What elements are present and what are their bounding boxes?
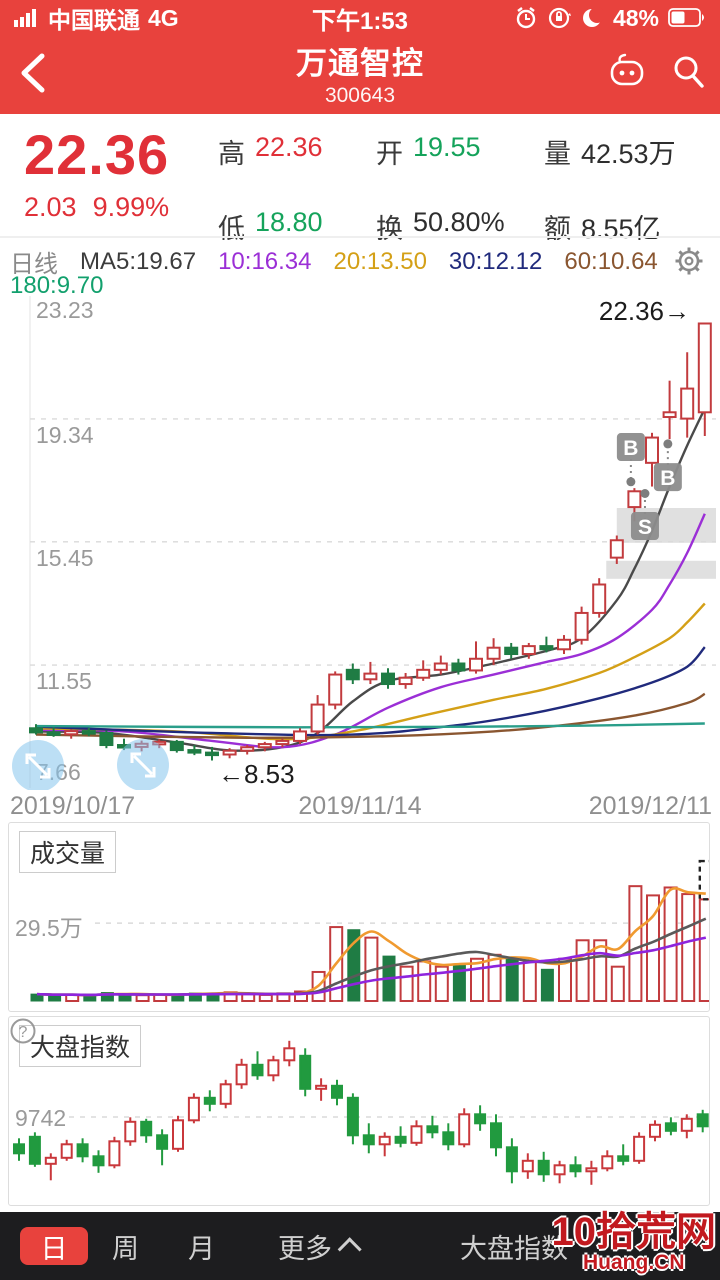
index-pane[interactable]: 大盘指数 9742 ? (8, 1016, 710, 1206)
chevron-up-icon (337, 1236, 362, 1261)
nav-right-icons (606, 52, 706, 90)
tab-monthly[interactable]: 月 (188, 1233, 215, 1264)
ma60-label: 60:10.64 (564, 247, 658, 275)
svg-text:?: ? (19, 1024, 28, 1041)
watermark-line2: Huang.CN (583, 1251, 685, 1274)
back-icon[interactable] (16, 50, 52, 96)
alarm-icon (516, 7, 536, 29)
stock-code: 300643 (324, 84, 396, 107)
stat-amount: 额 8.55亿 (544, 214, 661, 244)
stat-low: 低 18.80 (218, 207, 323, 244)
moon-icon (582, 7, 604, 27)
date-end: 2019/12/11 (588, 792, 712, 820)
toggle-index-pane[interactable]: 大盘指数 (460, 1233, 568, 1264)
period-label: 日线 (10, 251, 58, 278)
change-value: 2.03 (24, 192, 77, 222)
ma-line-2: 180:9.70 (10, 272, 103, 300)
ma180-label: 180:9.70 (10, 272, 104, 299)
page-title: 万通智控 (296, 46, 424, 81)
stat-volume: 量 42.53万 (544, 139, 676, 169)
quote-panel: 22.36 2.03 9.99% 高 22.36 开 19.55 量 42.53万 低… (0, 114, 720, 244)
clock-label: 下午1:53 (311, 7, 409, 35)
svg-text:22.36→: 22.36→ (599, 296, 690, 326)
date-start: 2019/10/17 (10, 792, 136, 820)
date-axis: 2019/10/17 2019/11/14 2019/12/11 (0, 792, 720, 822)
quote-stats-grid: 高 22.36 开 19.55 量 42.53万 低 18.80 换 50.80% 额 8.… (218, 132, 720, 246)
index-pane-title: 大盘指数 (19, 1025, 142, 1067)
watermark-line1: 10拾荒网 (551, 1210, 717, 1254)
last-price: 22.36 (24, 123, 170, 186)
site-watermark: 10拾荒网 Huang.CN (552, 1212, 717, 1273)
volume-axis-tick: 29.5万 (15, 915, 83, 941)
volume-pane-title: 成交量 (19, 831, 117, 873)
ma30-label: 30:12.12 (448, 247, 543, 275)
svg-text:11.55: 11.55 (36, 668, 92, 694)
status-left: 中国联通 4G (14, 1, 179, 35)
stat-turnover: 换 50.80% (376, 207, 505, 244)
signal-icon (14, 9, 36, 27)
top-red-area: 中国联通 4G 下午1:53 (0, 0, 720, 114)
ma20-label: 20:13.50 (333, 247, 427, 275)
ma-indicator-bar: 日线 MA5:19.67 10:16.34 20:13.50 30:12.12 … (0, 240, 720, 299)
date-middle: 2019/11/14 (298, 792, 422, 820)
svg-text:B: B (660, 467, 675, 490)
nav-bar: 万通智控 300643 (0, 36, 720, 114)
svg-text:23.23: 23.23 (36, 297, 94, 323)
status-bar: 中国联通 4G 下午1:53 (0, 0, 720, 36)
status-right: 48% (514, 5, 706, 32)
index-axis-tick: 9742 (15, 1105, 67, 1131)
search-icon[interactable] (670, 52, 706, 90)
tab-daily[interactable]: 日 (20, 1227, 88, 1265)
stat-open: 开 19.55 (376, 132, 481, 169)
rotation-lock-icon (548, 7, 571, 29)
svg-text:19.34: 19.34 (36, 422, 94, 448)
ma5-label: MA5:19.67 (80, 247, 197, 275)
svg-text:←8.53: ←8.53 (218, 759, 295, 789)
bottom-nav-bar: 日 周 月 更多 大盘指数 10拾荒网 Huang.CN (0, 1212, 720, 1280)
volume-pane[interactable]: 成交量 29.5万 (8, 822, 710, 1012)
svg-text:S: S (638, 516, 652, 539)
change-percent: 9.99% (92, 192, 170, 222)
svg-text:15.45: 15.45 (36, 545, 94, 571)
price-change: 2.03 9.99% (24, 192, 169, 223)
ma-line-1: 日线 MA5:19.67 10:16.34 20:13.50 30:12.12 … (10, 244, 658, 279)
svg-text:B: B (623, 437, 638, 460)
tab-more[interactable]: 更多 (278, 1212, 362, 1280)
help-icon[interactable]: ? (9, 1017, 37, 1045)
stat-high: 高 22.36 (218, 132, 323, 169)
tab-weekly[interactable]: 周 (112, 1233, 139, 1264)
title-block: 万通智控 300643 (0, 38, 720, 108)
carrier-label: 中国联通 (48, 7, 140, 33)
robot-icon[interactable] (606, 52, 648, 90)
battery-percent-label: 48% (612, 4, 659, 31)
network-label: 4G (148, 4, 179, 31)
ma10-label: 10:16.34 (218, 247, 312, 275)
divider-line (0, 236, 720, 238)
gear-icon[interactable] (674, 246, 704, 276)
battery-icon (668, 8, 704, 27)
